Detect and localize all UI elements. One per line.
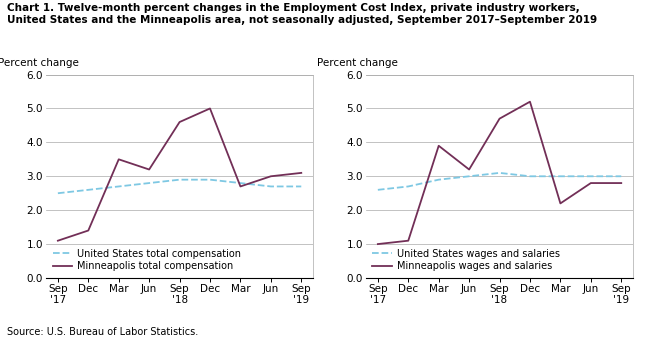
United States wages and salaries	[404, 184, 412, 188]
United States total compensation	[84, 188, 92, 192]
Minneapolis total compensation	[54, 239, 62, 243]
Minneapolis wages and salaries	[587, 181, 595, 185]
Minneapolis total compensation	[206, 106, 214, 111]
Text: Percent change: Percent change	[0, 59, 78, 68]
Minneapolis wages and salaries	[435, 144, 443, 148]
United States wages and salaries	[617, 174, 625, 178]
Text: Source: U.S. Bureau of Labor Statistics.: Source: U.S. Bureau of Labor Statistics.	[7, 327, 198, 337]
United States total compensation	[176, 178, 183, 182]
United States total compensation	[206, 178, 214, 182]
United States total compensation	[115, 184, 123, 188]
Minneapolis wages and salaries	[404, 239, 412, 243]
United States wages and salaries	[374, 188, 382, 192]
Minneapolis total compensation	[267, 174, 275, 178]
Text: Chart 1. Twelve-month percent changes in the Employment Cost Index, private indu: Chart 1. Twelve-month percent changes in…	[7, 3, 597, 25]
United States wages and salaries	[435, 178, 443, 182]
Minneapolis wages and salaries	[374, 242, 382, 246]
Text: Percent change: Percent change	[317, 59, 398, 68]
Minneapolis total compensation	[145, 167, 153, 172]
Line: United States wages and salaries: United States wages and salaries	[378, 173, 621, 190]
United States wages and salaries	[556, 174, 564, 178]
Legend: United States total compensation, Minneapolis total compensation: United States total compensation, Minnea…	[50, 247, 243, 273]
United States wages and salaries	[587, 174, 595, 178]
Minneapolis total compensation	[236, 184, 244, 188]
Minneapolis total compensation	[176, 120, 183, 124]
United States total compensation	[267, 184, 275, 188]
Line: United States total compensation: United States total compensation	[58, 180, 301, 193]
United States wages and salaries	[465, 174, 473, 178]
United States wages and salaries	[496, 171, 503, 175]
Minneapolis wages and salaries	[617, 181, 625, 185]
United States total compensation	[54, 191, 62, 195]
Minneapolis total compensation	[115, 157, 123, 161]
United States total compensation	[236, 181, 244, 185]
Minneapolis wages and salaries	[496, 117, 503, 121]
Legend: United States wages and salaries, Minneapolis wages and salaries: United States wages and salaries, Minnea…	[370, 247, 562, 273]
Minneapolis total compensation	[297, 171, 305, 175]
Line: Minneapolis total compensation: Minneapolis total compensation	[58, 108, 301, 241]
United States total compensation	[145, 181, 153, 185]
Line: Minneapolis wages and salaries: Minneapolis wages and salaries	[378, 102, 621, 244]
Minneapolis wages and salaries	[556, 201, 564, 205]
United States wages and salaries	[526, 174, 534, 178]
Minneapolis wages and salaries	[465, 167, 473, 172]
United States total compensation	[297, 184, 305, 188]
Minneapolis total compensation	[84, 228, 92, 233]
Minneapolis wages and salaries	[526, 100, 534, 104]
